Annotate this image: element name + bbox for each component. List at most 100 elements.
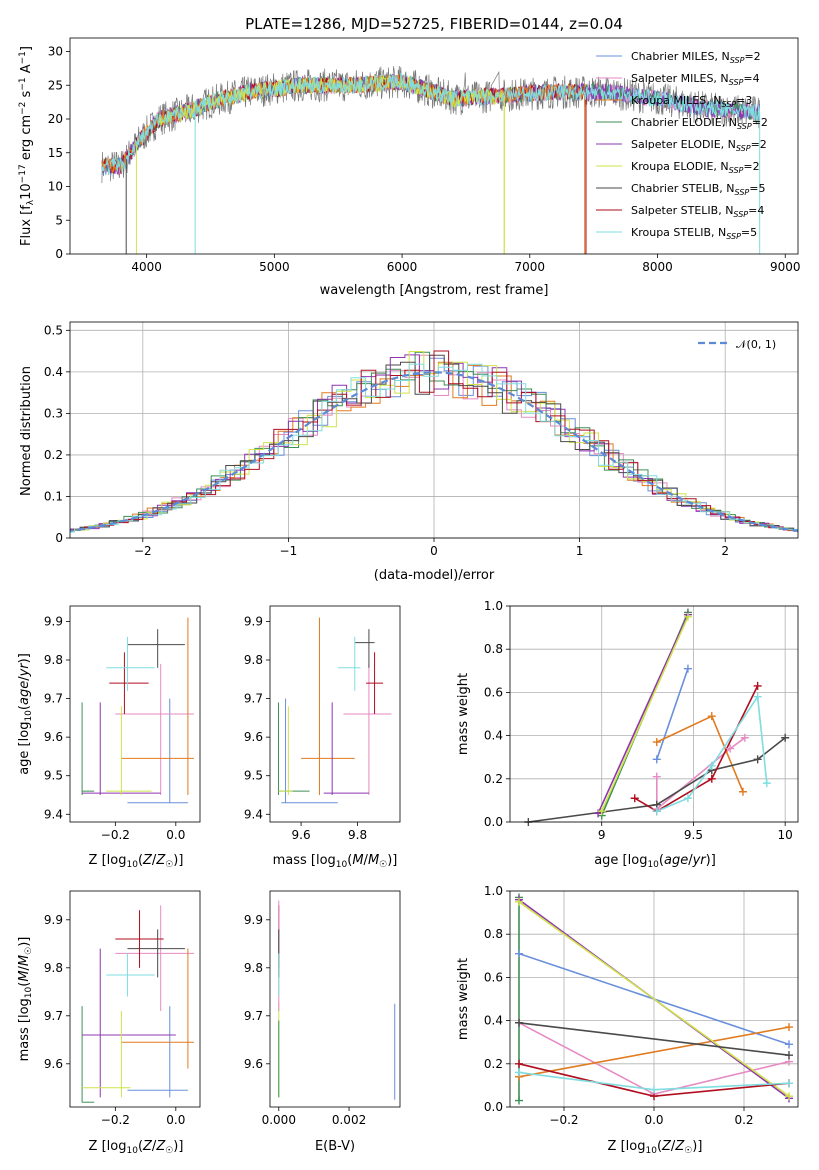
mass-vs-Z-ytick-label: 9.7: [44, 1009, 63, 1023]
mass-vs-Z-ytick-label: 9.9: [44, 913, 63, 927]
weight-vs-age-marker-kroupa-stelib: [683, 794, 692, 803]
weight-vs-Z-plot-area: [518, 897, 790, 1101]
mass-vs-ebv-xtick-label: 0.000: [262, 1113, 296, 1127]
age-vs-Z-plot-area: [81, 617, 194, 804]
weight-vs-Z-xtick-label: 0.2: [734, 1113, 753, 1127]
age-vs-mass-ytick-label: 9.9: [244, 614, 263, 628]
weight-vs-age-ytick-label: 1.0: [484, 599, 503, 613]
spectrum-xtick-label: 8000: [642, 260, 673, 274]
spectrum-title: PLATE=1286, MJD=52725, FIBERID=0144, z=0…: [245, 15, 623, 33]
residuals-legend-label: 𝒩(0, 1): [736, 338, 776, 351]
residuals-ytick-label: 0.5: [44, 323, 63, 337]
weight-vs-age-ytick-label: 0.6: [484, 685, 503, 699]
spectrum-ytick-label: 15: [48, 146, 63, 160]
weight-vs-Z-marker-chabrier-stelib: [515, 1018, 523, 1027]
age-vs-mass-ytick-label: 9.4: [244, 807, 263, 821]
legend-label-salpeter-miles: Salpeter MILES, NSSP=4: [631, 72, 760, 87]
spectrum-ytick-label: 10: [48, 180, 63, 194]
mass-vs-Z-frame: [69, 890, 201, 1108]
residuals-xtick-label: −2: [134, 544, 152, 558]
weight-vs-age-marker-kroupa-miles: [738, 787, 747, 796]
mass-vs-ebv-ytick-label: 9.6: [244, 1057, 263, 1071]
weight-vs-Z-marker-kroupa-stelib: [515, 1068, 523, 1077]
weight-vs-age-plot-area: [528, 612, 786, 822]
weight-vs-age-marker-salpeter-miles: [726, 744, 735, 753]
legend-label-kroupa-stelib: Kroupa STELIB, NSSP=5: [631, 226, 757, 241]
panel-residuals: −2 −1 0 1 2 0 0.1 0.2 0.3 0.4 0.5 𝒩(0, 1) (data-mod…: [19, 321, 799, 583]
weight-vs-Z-xtick-label: −0.2: [549, 1113, 578, 1127]
weight-vs-Z-ytick-label: 0.2: [484, 1057, 503, 1071]
age-vs-mass-ytick-label: 9.8: [244, 653, 263, 667]
residuals-xtick-label: 0: [430, 544, 438, 558]
weight-vs-age-marker-kroupa-miles: [707, 712, 716, 721]
weight-vs-Z-xtick-label: 0.0: [644, 1113, 663, 1127]
weight-vs-Z-ytick-label: 0.0: [484, 1100, 503, 1114]
spectrum-xtick-label: 5000: [259, 260, 290, 274]
panel-mass-vs-ebv: 0.000 0.002 9.6 9.7 9.8 9.9 E(B-V): [244, 890, 401, 1154]
mass-vs-Z-ytick-label: 9.6: [44, 1057, 63, 1071]
legend-label-chabrier-elodie: Chabrier ELODIE, NSSP=2: [631, 116, 768, 131]
weight-vs-age-marker-kroupa-stelib: [753, 692, 762, 701]
age-vs-Z-ytick-label: 9.9: [44, 614, 63, 628]
mass-vs-Z-xlabel: Z [log10(Z/Z☉)]: [89, 1139, 184, 1156]
weight-vs-age-xtick-label: 10: [778, 828, 793, 842]
spectrum-ytick-label: 0: [55, 247, 63, 261]
spectrum-xtick-label: 6000: [387, 260, 418, 274]
weight-vs-Z-ytick-label: 0.6: [484, 970, 503, 984]
age-vs-mass-ytick-label: 9.7: [244, 692, 263, 706]
spectrum-ytick-label: 25: [48, 78, 63, 92]
legend-label-salpeter-elodie: Salpeter ELODIE, NSSP=2: [631, 138, 767, 153]
panel-age-vs-mass: 9.6 9.8 9.4 9.5 9.6 9.7 9.8 9.9 mass [log10(M/M…: [244, 605, 401, 870]
panel-weight-vs-Z: −0.2 0.0 0.2 0.0 0.2 0.4 0.6 0.8 1.0 Z [log10(Z/…: [456, 884, 799, 1156]
weight-vs-age-ytick-label: 0.4: [484, 729, 503, 743]
mass-vs-ebv-xtick-label: 0.002: [332, 1113, 366, 1127]
weight-vs-age-marker-kroupa-elodie: [683, 612, 692, 621]
residuals-ylabel: Normed distribution: [19, 366, 34, 496]
weight-vs-age-marker-salpeter-stelib: [630, 794, 639, 803]
weight-vs-Z-marker-kroupa-stelib: [785, 1079, 793, 1088]
weight-vs-Z-marker-chabrier-elodie: [515, 1096, 523, 1105]
weight-vs-age-marker-chabrier-stelib: [781, 733, 790, 742]
mass-vs-ebv-ytick-label: 9.8: [244, 961, 263, 975]
weight-vs-Z-ytick-label: 1.0: [484, 884, 503, 898]
weight-vs-age-ytick-label: 0.2: [484, 772, 503, 786]
age-vs-Z-ytick-label: 9.5: [44, 769, 63, 783]
age-vs-Z-ylabel: age [log10(age/yr)]: [17, 653, 34, 775]
residuals-xlabel: (data-model)/error: [374, 568, 495, 583]
weight-vs-Z-ytick-label: 0.8: [484, 927, 503, 941]
spectrum-plot-area: [101, 65, 761, 254]
weight-vs-age-marker-salpeter-miles: [740, 733, 749, 742]
age-vs-Z-ytick-label: 9.4: [44, 807, 63, 821]
weight-vs-Z-marker-kroupa-miles: [785, 1023, 793, 1032]
mass-vs-Z-ytick-label: 9.8: [44, 961, 63, 975]
weight-vs-Z-marker-kroupa-elodie: [515, 897, 523, 906]
panel-weight-vs-age: 9 9.5 10 0.0 0.2 0.4 0.6 0.8 1.0 age [log10(age/…: [456, 599, 799, 870]
age-vs-Z-ytick-label: 9.6: [44, 730, 63, 744]
weight-vs-age-marker-kroupa-stelib: [707, 761, 716, 770]
residuals-ytick-label: 0: [55, 531, 63, 545]
weight-vs-age-marker-salpeter-stelib: [707, 774, 716, 783]
age-vs-mass-ytick-label: 9.5: [244, 769, 263, 783]
weight-vs-Z-marker-kroupa-stelib: [650, 1085, 658, 1094]
legend-label-kroupa-miles: Kroupa MILES, NSSP=3: [631, 94, 752, 109]
legend-label-salpeter-stelib: Salpeter STELIB, NSSP=4: [631, 204, 764, 219]
weight-vs-Z-ylabel: mass weight: [456, 958, 471, 1040]
weight-vs-age-marker-chabrier-stelib: [753, 755, 762, 764]
weight-vs-age-frame: [509, 605, 799, 823]
weight-vs-age-marker-chabrier-miles: [652, 755, 661, 764]
weight-vs-Z-marker-chabrier-miles: [515, 949, 523, 958]
spectrum-ytick-label: 20: [48, 112, 63, 126]
weight-vs-age-ytick-label: 0.8: [484, 642, 503, 656]
spectrum-ytick-label: 5: [55, 213, 63, 227]
spectrum-xtick-label: 9000: [770, 260, 801, 274]
mass-vs-ebv-plot-area: [278, 900, 396, 1100]
legend-label-chabrier-miles: Chabrier MILES, NSSP=2: [631, 50, 761, 65]
age-vs-Z-ytick-label: 9.8: [44, 653, 63, 667]
weight-vs-Z-marker-chabrier-miles: [785, 1040, 793, 1049]
mass-vs-ebv-ytick-label: 9.9: [244, 913, 263, 927]
age-vs-mass-xlabel: mass [log10(M/M☉)]: [273, 853, 398, 870]
mass-vs-ebv-ytick-label: 9.7: [244, 1009, 263, 1023]
panel-spectrum: PLATE=1286, MJD=52725, FIBERID=0144, z=0…: [18, 15, 801, 298]
mass-vs-ebv-xlabel: E(B-V): [315, 1139, 355, 1154]
weight-vs-Z-ytick-label: 0.4: [484, 1014, 503, 1028]
